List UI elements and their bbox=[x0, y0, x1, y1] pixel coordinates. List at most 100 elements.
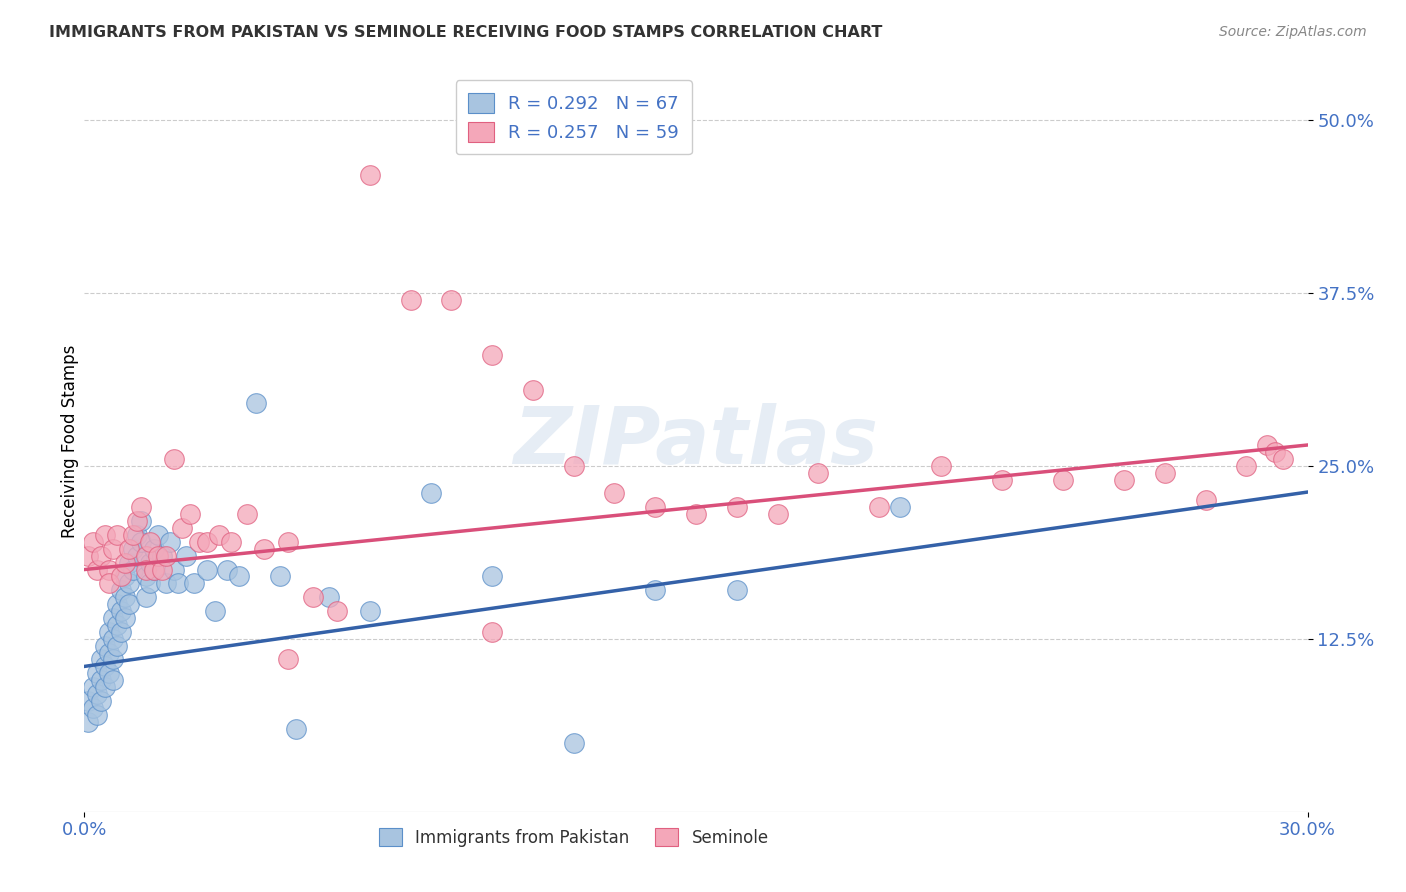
Point bbox=[90, 549, 112, 563]
Point bbox=[245, 396, 267, 410]
Point bbox=[685, 507, 707, 521]
Point bbox=[97, 666, 120, 681]
Point bbox=[82, 534, 104, 549]
Point bbox=[90, 673, 112, 688]
Point bbox=[127, 528, 149, 542]
Point bbox=[122, 528, 145, 542]
Point bbox=[97, 646, 120, 660]
Point bbox=[236, 507, 259, 521]
Point bbox=[1256, 438, 1278, 452]
Point bbox=[150, 549, 173, 563]
Point bbox=[869, 500, 891, 515]
Point bbox=[131, 534, 153, 549]
Point bbox=[318, 591, 340, 605]
Point bbox=[725, 583, 748, 598]
Point bbox=[228, 569, 250, 583]
Point bbox=[97, 576, 120, 591]
Point bbox=[929, 458, 952, 473]
Point bbox=[1236, 458, 1258, 473]
Point bbox=[142, 541, 165, 556]
Point bbox=[101, 611, 124, 625]
Point bbox=[97, 563, 120, 577]
Point bbox=[285, 722, 308, 736]
Point bbox=[195, 534, 218, 549]
Point bbox=[1114, 473, 1136, 487]
Point bbox=[77, 714, 100, 729]
Text: Source: ZipAtlas.com: Source: ZipAtlas.com bbox=[1219, 25, 1367, 39]
Point bbox=[110, 583, 132, 598]
Point bbox=[253, 541, 276, 556]
Point bbox=[399, 293, 422, 307]
Point bbox=[114, 591, 136, 605]
Point bbox=[277, 534, 299, 549]
Point bbox=[725, 500, 748, 515]
Point bbox=[219, 534, 242, 549]
Point bbox=[155, 576, 177, 591]
Point bbox=[90, 652, 112, 666]
Point bbox=[118, 556, 141, 570]
Point bbox=[77, 694, 100, 708]
Point bbox=[110, 569, 132, 583]
Point bbox=[150, 563, 173, 577]
Point bbox=[481, 624, 503, 639]
Point bbox=[481, 569, 503, 583]
Point bbox=[105, 639, 128, 653]
Point bbox=[991, 473, 1014, 487]
Point bbox=[142, 563, 165, 577]
Point bbox=[163, 563, 186, 577]
Point bbox=[114, 556, 136, 570]
Point bbox=[269, 569, 291, 583]
Point bbox=[562, 458, 585, 473]
Point bbox=[195, 563, 218, 577]
Point bbox=[93, 639, 115, 653]
Point bbox=[118, 597, 141, 611]
Point bbox=[86, 563, 108, 577]
Point bbox=[146, 528, 169, 542]
Point bbox=[167, 576, 190, 591]
Point bbox=[440, 293, 463, 307]
Point bbox=[183, 576, 205, 591]
Point bbox=[522, 383, 544, 397]
Point bbox=[603, 486, 626, 500]
Point bbox=[889, 500, 911, 515]
Point bbox=[138, 576, 160, 591]
Point bbox=[105, 528, 128, 542]
Point bbox=[131, 500, 153, 515]
Point bbox=[101, 673, 124, 688]
Point bbox=[114, 611, 136, 625]
Point bbox=[301, 591, 323, 605]
Point bbox=[163, 451, 186, 466]
Point bbox=[93, 680, 115, 694]
Y-axis label: Receiving Food Stamps: Receiving Food Stamps bbox=[62, 345, 80, 538]
Point bbox=[110, 624, 132, 639]
Point bbox=[208, 528, 231, 542]
Point bbox=[114, 569, 136, 583]
Point bbox=[77, 549, 100, 563]
Point bbox=[179, 507, 201, 521]
Point bbox=[110, 604, 132, 618]
Point bbox=[93, 528, 115, 542]
Point bbox=[1264, 445, 1286, 459]
Point bbox=[359, 604, 381, 618]
Point bbox=[204, 604, 226, 618]
Point bbox=[142, 563, 165, 577]
Point bbox=[326, 604, 349, 618]
Point bbox=[101, 632, 124, 646]
Point bbox=[82, 680, 104, 694]
Point bbox=[135, 591, 157, 605]
Point bbox=[155, 549, 177, 563]
Point bbox=[135, 563, 157, 577]
Point bbox=[101, 541, 124, 556]
Point bbox=[159, 534, 181, 549]
Point bbox=[86, 707, 108, 722]
Point bbox=[644, 583, 666, 598]
Text: IMMIGRANTS FROM PAKISTAN VS SEMINOLE RECEIVING FOOD STAMPS CORRELATION CHART: IMMIGRANTS FROM PAKISTAN VS SEMINOLE REC… bbox=[49, 25, 883, 40]
Point bbox=[1272, 451, 1295, 466]
Point bbox=[82, 701, 104, 715]
Point bbox=[131, 514, 153, 528]
Point bbox=[138, 556, 160, 570]
Point bbox=[105, 618, 128, 632]
Point bbox=[86, 666, 108, 681]
Point bbox=[138, 534, 160, 549]
Point bbox=[105, 597, 128, 611]
